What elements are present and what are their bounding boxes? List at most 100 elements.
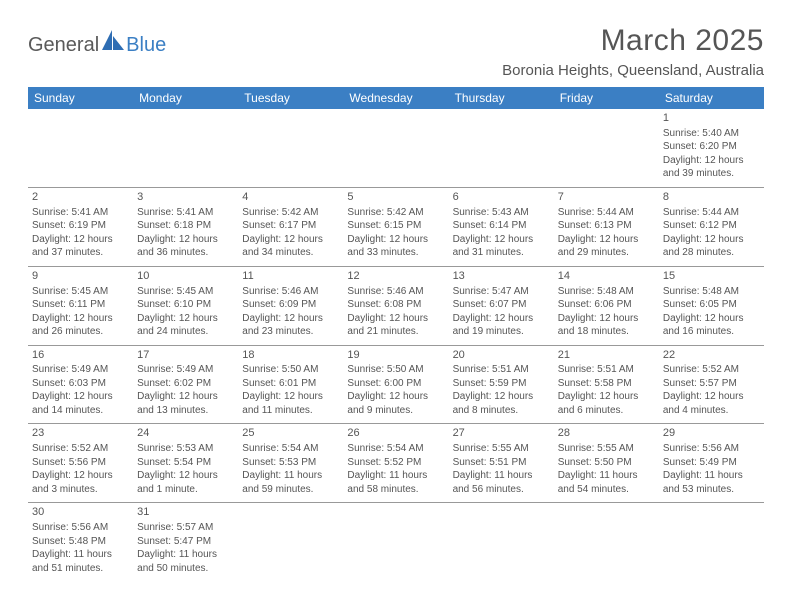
daylight-line: Daylight: 12 hours and 4 minutes. (663, 390, 760, 417)
calendar-day: 18Sunrise: 5:50 AMSunset: 6:01 PMDayligh… (238, 345, 343, 424)
day-header: Thursday (449, 87, 554, 109)
day-number: 6 (453, 190, 550, 205)
day-number: 20 (453, 348, 550, 363)
calendar-day: 8Sunrise: 5:44 AMSunset: 6:12 PMDaylight… (659, 187, 764, 266)
day-number: 25 (242, 426, 339, 441)
calendar-day: 15Sunrise: 5:48 AMSunset: 6:05 PMDayligh… (659, 266, 764, 345)
daylight-line: Daylight: 12 hours and 39 minutes. (663, 154, 760, 181)
sunrise-line: Sunrise: 5:57 AM (137, 521, 234, 535)
calendar-empty (238, 503, 343, 581)
sunset-line: Sunset: 5:57 PM (663, 377, 760, 391)
sunset-line: Sunset: 6:14 PM (453, 219, 550, 233)
day-number: 4 (242, 190, 339, 205)
daylight-line: Daylight: 11 hours and 53 minutes. (663, 469, 760, 496)
day-number: 19 (347, 348, 444, 363)
day-number: 26 (347, 426, 444, 441)
calendar-day: 24Sunrise: 5:53 AMSunset: 5:54 PMDayligh… (133, 424, 238, 503)
daylight-line: Daylight: 12 hours and 14 minutes. (32, 390, 129, 417)
daylight-line: Daylight: 12 hours and 26 minutes. (32, 312, 129, 339)
day-number: 23 (32, 426, 129, 441)
calendar-empty (28, 109, 133, 187)
sunrise-line: Sunrise: 5:51 AM (558, 363, 655, 377)
sunset-line: Sunset: 5:54 PM (137, 456, 234, 470)
logo-text-1: General (28, 34, 99, 57)
day-number: 14 (558, 269, 655, 284)
calendar-empty (554, 503, 659, 581)
calendar-empty (133, 109, 238, 187)
day-number: 28 (558, 426, 655, 441)
sunrise-line: Sunrise: 5:56 AM (32, 521, 129, 535)
sunrise-line: Sunrise: 5:50 AM (347, 363, 444, 377)
sunset-line: Sunset: 5:56 PM (32, 456, 129, 470)
daylight-line: Daylight: 12 hours and 11 minutes. (242, 390, 339, 417)
day-number: 2 (32, 190, 129, 205)
sail-icon (102, 30, 124, 50)
sunset-line: Sunset: 6:18 PM (137, 219, 234, 233)
sunrise-line: Sunrise: 5:42 AM (347, 206, 444, 220)
sunset-line: Sunset: 5:48 PM (32, 535, 129, 549)
day-number: 21 (558, 348, 655, 363)
day-number: 29 (663, 426, 760, 441)
sunrise-line: Sunrise: 5:41 AM (137, 206, 234, 220)
sunrise-line: Sunrise: 5:45 AM (32, 285, 129, 299)
sunrise-line: Sunrise: 5:48 AM (558, 285, 655, 299)
sunset-line: Sunset: 5:59 PM (453, 377, 550, 391)
daylight-line: Daylight: 11 hours and 50 minutes. (137, 548, 234, 575)
daylight-line: Daylight: 11 hours and 54 minutes. (558, 469, 655, 496)
sunrise-line: Sunrise: 5:50 AM (242, 363, 339, 377)
day-header: Monday (133, 87, 238, 109)
daylight-line: Daylight: 12 hours and 34 minutes. (242, 233, 339, 260)
sunrise-line: Sunrise: 5:44 AM (663, 206, 760, 220)
sunrise-line: Sunrise: 5:44 AM (558, 206, 655, 220)
calendar-empty (343, 503, 448, 581)
day-number: 9 (32, 269, 129, 284)
daylight-line: Daylight: 12 hours and 31 minutes. (453, 233, 550, 260)
calendar-day: 3Sunrise: 5:41 AMSunset: 6:18 PMDaylight… (133, 187, 238, 266)
calendar-day: 22Sunrise: 5:52 AMSunset: 5:57 PMDayligh… (659, 345, 764, 424)
calendar-empty (238, 109, 343, 187)
calendar-table: SundayMondayTuesdayWednesdayThursdayFrid… (28, 87, 764, 581)
sunrise-line: Sunrise: 5:41 AM (32, 206, 129, 220)
calendar-day: 7Sunrise: 5:44 AMSunset: 6:13 PMDaylight… (554, 187, 659, 266)
calendar-day: 17Sunrise: 5:49 AMSunset: 6:02 PMDayligh… (133, 345, 238, 424)
day-number: 15 (663, 269, 760, 284)
sunset-line: Sunset: 6:13 PM (558, 219, 655, 233)
sunset-line: Sunset: 5:58 PM (558, 377, 655, 391)
daylight-line: Daylight: 12 hours and 23 minutes. (242, 312, 339, 339)
calendar-day: 28Sunrise: 5:55 AMSunset: 5:50 PMDayligh… (554, 424, 659, 503)
calendar-day: 6Sunrise: 5:43 AMSunset: 6:14 PMDaylight… (449, 187, 554, 266)
sunrise-line: Sunrise: 5:55 AM (453, 442, 550, 456)
day-number: 10 (137, 269, 234, 284)
sunset-line: Sunset: 6:20 PM (663, 140, 760, 154)
day-number: 7 (558, 190, 655, 205)
sunset-line: Sunset: 6:01 PM (242, 377, 339, 391)
day-number: 27 (453, 426, 550, 441)
daylight-line: Daylight: 12 hours and 21 minutes. (347, 312, 444, 339)
calendar-week: 23Sunrise: 5:52 AMSunset: 5:56 PMDayligh… (28, 424, 764, 503)
calendar-day: 19Sunrise: 5:50 AMSunset: 6:00 PMDayligh… (343, 345, 448, 424)
calendar-empty (659, 503, 764, 581)
daylight-line: Daylight: 12 hours and 3 minutes. (32, 469, 129, 496)
day-number: 31 (137, 505, 234, 520)
daylight-line: Daylight: 12 hours and 16 minutes. (663, 312, 760, 339)
daylight-line: Daylight: 12 hours and 9 minutes. (347, 390, 444, 417)
sunrise-line: Sunrise: 5:52 AM (32, 442, 129, 456)
day-header: Tuesday (238, 87, 343, 109)
sunset-line: Sunset: 6:06 PM (558, 298, 655, 312)
sunrise-line: Sunrise: 5:40 AM (663, 127, 760, 141)
sunrise-line: Sunrise: 5:51 AM (453, 363, 550, 377)
day-header: Wednesday (343, 87, 448, 109)
sunset-line: Sunset: 5:52 PM (347, 456, 444, 470)
daylight-line: Daylight: 12 hours and 28 minutes. (663, 233, 760, 260)
sunset-line: Sunset: 5:53 PM (242, 456, 339, 470)
calendar-day: 2Sunrise: 5:41 AMSunset: 6:19 PMDaylight… (28, 187, 133, 266)
daylight-line: Daylight: 12 hours and 36 minutes. (137, 233, 234, 260)
daylight-line: Daylight: 11 hours and 59 minutes. (242, 469, 339, 496)
sunset-line: Sunset: 6:03 PM (32, 377, 129, 391)
sunrise-line: Sunrise: 5:48 AM (663, 285, 760, 299)
calendar-week: 9Sunrise: 5:45 AMSunset: 6:11 PMDaylight… (28, 266, 764, 345)
title-block: March 2025 Boronia Heights, Queensland, … (502, 24, 764, 79)
calendar-day: 13Sunrise: 5:47 AMSunset: 6:07 PMDayligh… (449, 266, 554, 345)
sunset-line: Sunset: 6:08 PM (347, 298, 444, 312)
header: General Blue March 2025 Boronia Heights,… (28, 24, 764, 79)
